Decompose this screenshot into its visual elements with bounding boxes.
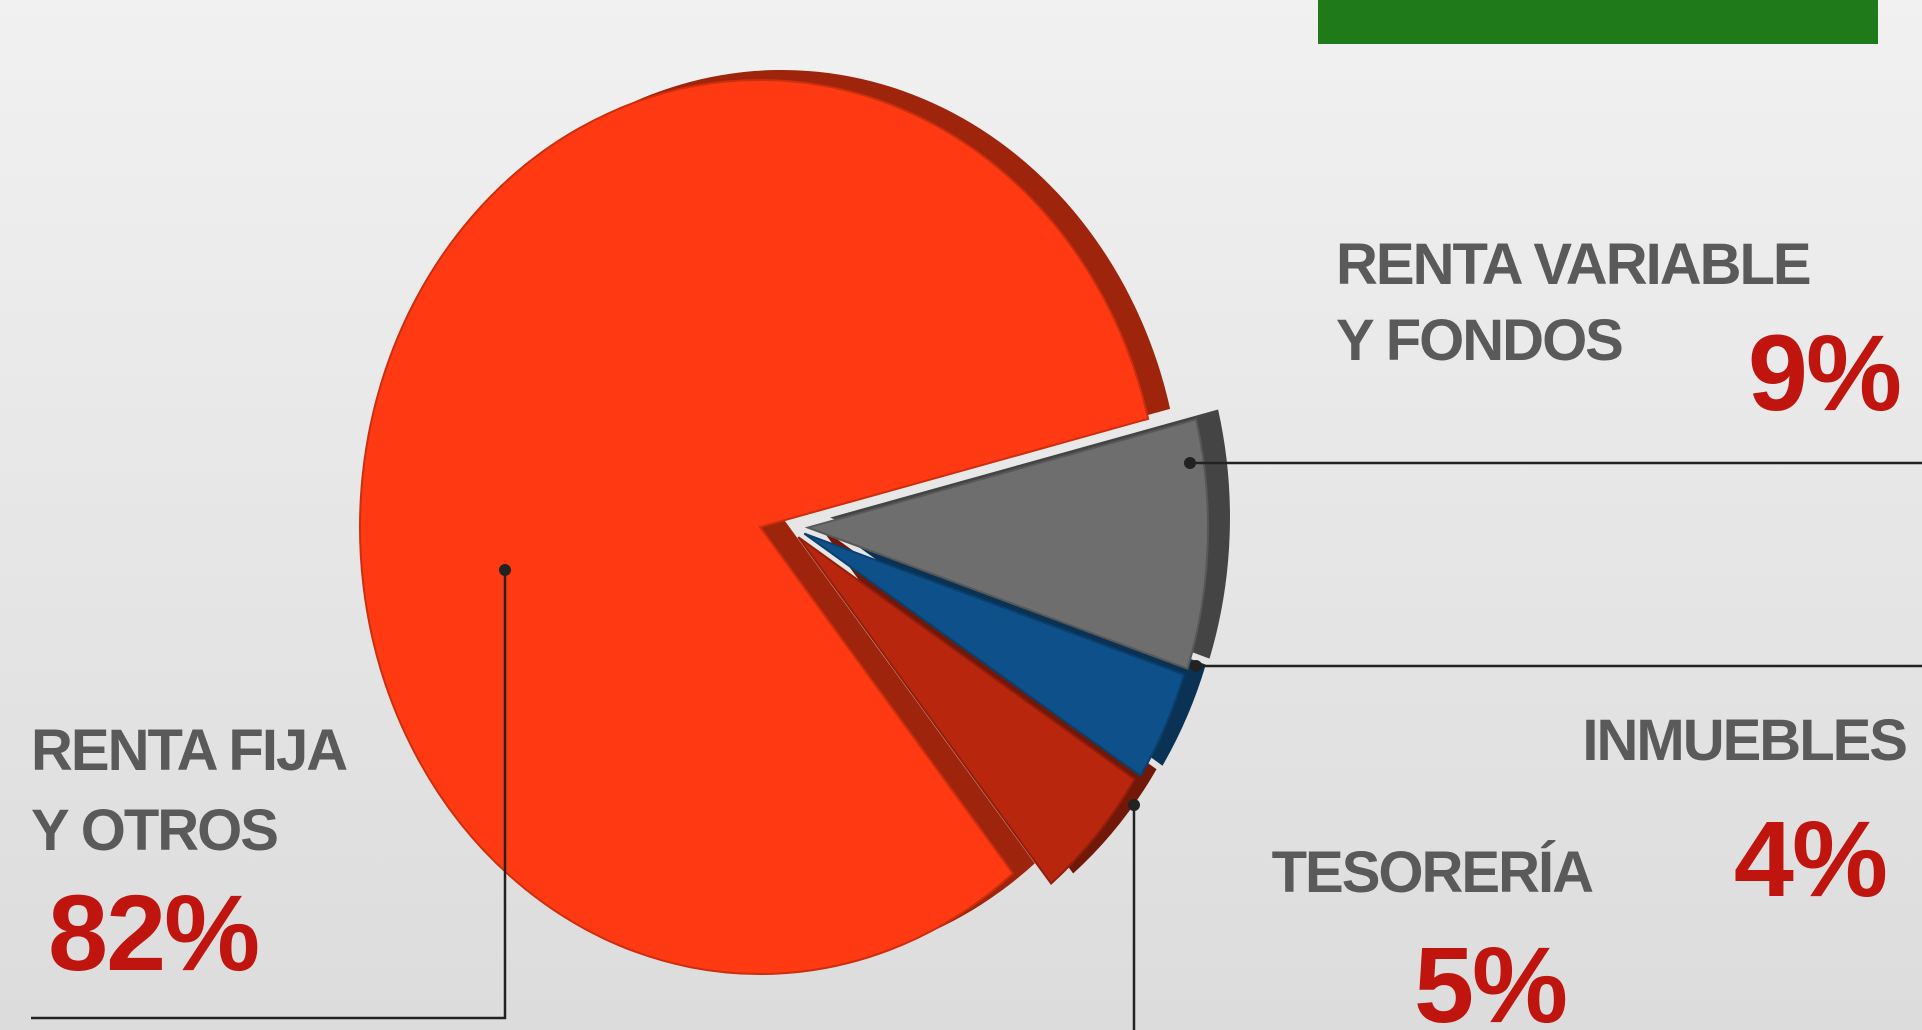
leader-line <box>31 570 507 1020</box>
value-label: 82% <box>48 872 258 993</box>
value-label: 5% <box>1414 924 1566 1030</box>
category-label: TESORERÍA <box>1272 840 1593 905</box>
category-label: INMUEBLES <box>1582 708 1906 773</box>
pie-slice-face <box>803 532 1186 778</box>
category-label: RENTA FIJA <box>31 718 347 783</box>
category-label: RENTA VARIABLE <box>1336 232 1810 297</box>
labels: RENTA VARIABLE Y FONDOS 9% INMUEBLES 4% TESOR… <box>31 232 1922 1030</box>
category-label: Y FONDOS <box>1336 308 1622 373</box>
pie-slice-face <box>804 418 1209 670</box>
leader-dot <box>1184 457 1196 469</box>
leader-dot <box>1128 799 1140 811</box>
pie-slice-face <box>797 536 1136 886</box>
pie <box>359 70 1230 975</box>
header-badge <box>1318 0 1878 44</box>
pie-slice-face <box>359 79 1150 975</box>
leader-dot <box>499 564 511 576</box>
value-label: 4% <box>1734 798 1886 919</box>
leader-dot <box>1190 660 1202 672</box>
value-label: 9% <box>1748 312 1900 433</box>
category-label: Y OTROS <box>31 798 277 863</box>
